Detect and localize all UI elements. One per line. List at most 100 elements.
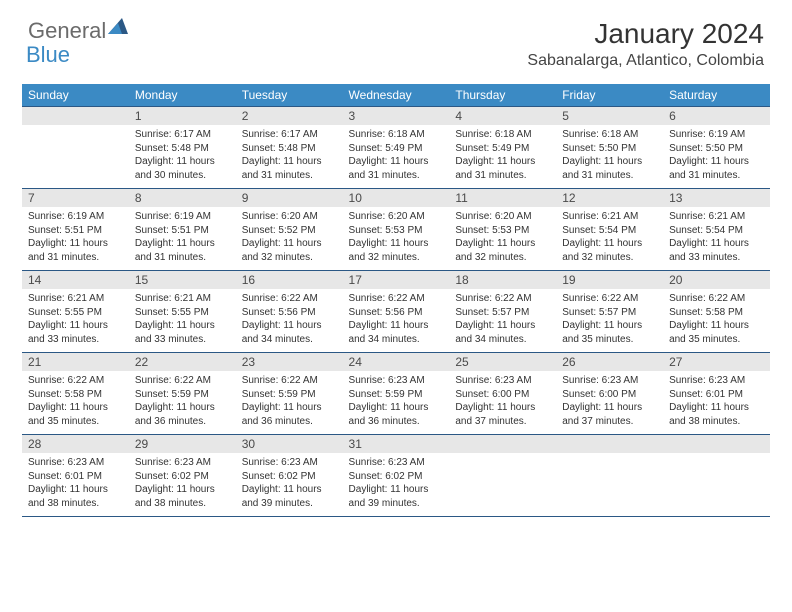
daylight-line: Daylight: 11 hours and 31 minutes. — [28, 237, 123, 264]
day-detail: Sunrise: 6:22 AMSunset: 5:57 PMDaylight:… — [556, 289, 663, 353]
sunrise-line: Sunrise: 6:23 AM — [562, 374, 657, 388]
empty-day-number — [556, 435, 663, 454]
brand-text-general: General — [28, 18, 106, 44]
day-detail: Sunrise: 6:23 AMSunset: 6:01 PMDaylight:… — [22, 453, 129, 517]
daylight-line: Daylight: 11 hours and 32 minutes. — [242, 237, 337, 264]
weekday-header: Monday — [129, 84, 236, 107]
day-number: 12 — [556, 189, 663, 208]
empty-day-detail — [449, 453, 556, 517]
daylight-line: Daylight: 11 hours and 31 minutes. — [562, 155, 657, 182]
sunrise-line: Sunrise: 6:19 AM — [28, 210, 123, 224]
day-number: 31 — [343, 435, 450, 454]
empty-day-number — [663, 435, 770, 454]
day-detail: Sunrise: 6:18 AMSunset: 5:49 PMDaylight:… — [343, 125, 450, 189]
day-detail: Sunrise: 6:22 AMSunset: 5:58 PMDaylight:… — [22, 371, 129, 435]
sunset-line: Sunset: 5:55 PM — [28, 306, 123, 320]
day-number: 8 — [129, 189, 236, 208]
brand-text-blue: Blue — [26, 42, 70, 67]
sunrise-line: Sunrise: 6:22 AM — [349, 292, 444, 306]
sunrise-line: Sunrise: 6:23 AM — [349, 374, 444, 388]
sunset-line: Sunset: 5:54 PM — [562, 224, 657, 238]
sunset-line: Sunset: 5:49 PM — [349, 142, 444, 156]
sunrise-line: Sunrise: 6:20 AM — [455, 210, 550, 224]
sunrise-line: Sunrise: 6:23 AM — [669, 374, 764, 388]
day-number: 14 — [22, 271, 129, 290]
day-detail: Sunrise: 6:22 AMSunset: 5:56 PMDaylight:… — [343, 289, 450, 353]
day-detail-row: Sunrise: 6:17 AMSunset: 5:48 PMDaylight:… — [22, 125, 770, 189]
day-detail: Sunrise: 6:18 AMSunset: 5:50 PMDaylight:… — [556, 125, 663, 189]
day-detail: Sunrise: 6:21 AMSunset: 5:55 PMDaylight:… — [22, 289, 129, 353]
sunrise-line: Sunrise: 6:22 AM — [669, 292, 764, 306]
sunrise-line: Sunrise: 6:17 AM — [242, 128, 337, 142]
day-number: 9 — [236, 189, 343, 208]
day-detail: Sunrise: 6:19 AMSunset: 5:50 PMDaylight:… — [663, 125, 770, 189]
sunrise-line: Sunrise: 6:22 AM — [562, 292, 657, 306]
daylight-line: Daylight: 11 hours and 31 minutes. — [135, 237, 230, 264]
sunset-line: Sunset: 5:59 PM — [349, 388, 444, 402]
daylight-line: Daylight: 11 hours and 32 minutes. — [349, 237, 444, 264]
daylight-line: Daylight: 11 hours and 36 minutes. — [135, 401, 230, 428]
sunset-line: Sunset: 5:51 PM — [135, 224, 230, 238]
empty-day-detail — [663, 453, 770, 517]
day-number-row: 28293031 — [22, 435, 770, 454]
brand-text-blue-wrap: Blue — [28, 42, 70, 68]
day-detail: Sunrise: 6:23 AMSunset: 6:02 PMDaylight:… — [236, 453, 343, 517]
sunset-line: Sunset: 5:54 PM — [669, 224, 764, 238]
day-number: 4 — [449, 107, 556, 126]
day-number: 25 — [449, 353, 556, 372]
day-detail: Sunrise: 6:22 AMSunset: 5:59 PMDaylight:… — [236, 371, 343, 435]
sunset-line: Sunset: 5:50 PM — [669, 142, 764, 156]
weekday-header: Friday — [556, 84, 663, 107]
daylight-line: Daylight: 11 hours and 31 minutes. — [242, 155, 337, 182]
sunrise-line: Sunrise: 6:18 AM — [349, 128, 444, 142]
sunset-line: Sunset: 5:55 PM — [135, 306, 230, 320]
sunset-line: Sunset: 5:56 PM — [349, 306, 444, 320]
daylight-line: Daylight: 11 hours and 37 minutes. — [562, 401, 657, 428]
day-detail-row: Sunrise: 6:23 AMSunset: 6:01 PMDaylight:… — [22, 453, 770, 517]
day-detail-row: Sunrise: 6:22 AMSunset: 5:58 PMDaylight:… — [22, 371, 770, 435]
sunrise-line: Sunrise: 6:18 AM — [562, 128, 657, 142]
daylight-line: Daylight: 11 hours and 32 minutes. — [455, 237, 550, 264]
day-detail: Sunrise: 6:17 AMSunset: 5:48 PMDaylight:… — [129, 125, 236, 189]
day-detail: Sunrise: 6:20 AMSunset: 5:53 PMDaylight:… — [343, 207, 450, 271]
daylight-line: Daylight: 11 hours and 35 minutes. — [562, 319, 657, 346]
daylight-line: Daylight: 11 hours and 31 minutes. — [455, 155, 550, 182]
sunrise-line: Sunrise: 6:23 AM — [455, 374, 550, 388]
brand-logo: General — [28, 18, 130, 44]
weekday-header: Thursday — [449, 84, 556, 107]
day-number: 2 — [236, 107, 343, 126]
sunset-line: Sunset: 5:48 PM — [135, 142, 230, 156]
day-detail: Sunrise: 6:22 AMSunset: 5:57 PMDaylight:… — [449, 289, 556, 353]
day-number: 30 — [236, 435, 343, 454]
day-detail: Sunrise: 6:17 AMSunset: 5:48 PMDaylight:… — [236, 125, 343, 189]
day-number: 13 — [663, 189, 770, 208]
sunrise-line: Sunrise: 6:22 AM — [242, 374, 337, 388]
sunrise-line: Sunrise: 6:22 AM — [455, 292, 550, 306]
day-detail: Sunrise: 6:21 AMSunset: 5:55 PMDaylight:… — [129, 289, 236, 353]
sunrise-line: Sunrise: 6:23 AM — [135, 456, 230, 470]
day-number: 22 — [129, 353, 236, 372]
sunset-line: Sunset: 6:02 PM — [349, 470, 444, 484]
sunrise-line: Sunrise: 6:22 AM — [135, 374, 230, 388]
day-number-row: 14151617181920 — [22, 271, 770, 290]
day-detail: Sunrise: 6:19 AMSunset: 5:51 PMDaylight:… — [129, 207, 236, 271]
day-number: 28 — [22, 435, 129, 454]
sunrise-line: Sunrise: 6:22 AM — [28, 374, 123, 388]
day-number: 5 — [556, 107, 663, 126]
daylight-line: Daylight: 11 hours and 35 minutes. — [669, 319, 764, 346]
daylight-line: Daylight: 11 hours and 34 minutes. — [349, 319, 444, 346]
day-number-row: 21222324252627 — [22, 353, 770, 372]
day-number: 26 — [556, 353, 663, 372]
sunset-line: Sunset: 5:52 PM — [242, 224, 337, 238]
daylight-line: Daylight: 11 hours and 33 minutes. — [135, 319, 230, 346]
sunrise-line: Sunrise: 6:21 AM — [135, 292, 230, 306]
day-detail: Sunrise: 6:23 AMSunset: 6:00 PMDaylight:… — [449, 371, 556, 435]
sunrise-line: Sunrise: 6:19 AM — [669, 128, 764, 142]
sunrise-line: Sunrise: 6:17 AM — [135, 128, 230, 142]
day-detail-row: Sunrise: 6:19 AMSunset: 5:51 PMDaylight:… — [22, 207, 770, 271]
day-detail: Sunrise: 6:22 AMSunset: 5:59 PMDaylight:… — [129, 371, 236, 435]
day-number: 21 — [22, 353, 129, 372]
day-number: 15 — [129, 271, 236, 290]
day-number: 17 — [343, 271, 450, 290]
day-detail: Sunrise: 6:21 AMSunset: 5:54 PMDaylight:… — [556, 207, 663, 271]
